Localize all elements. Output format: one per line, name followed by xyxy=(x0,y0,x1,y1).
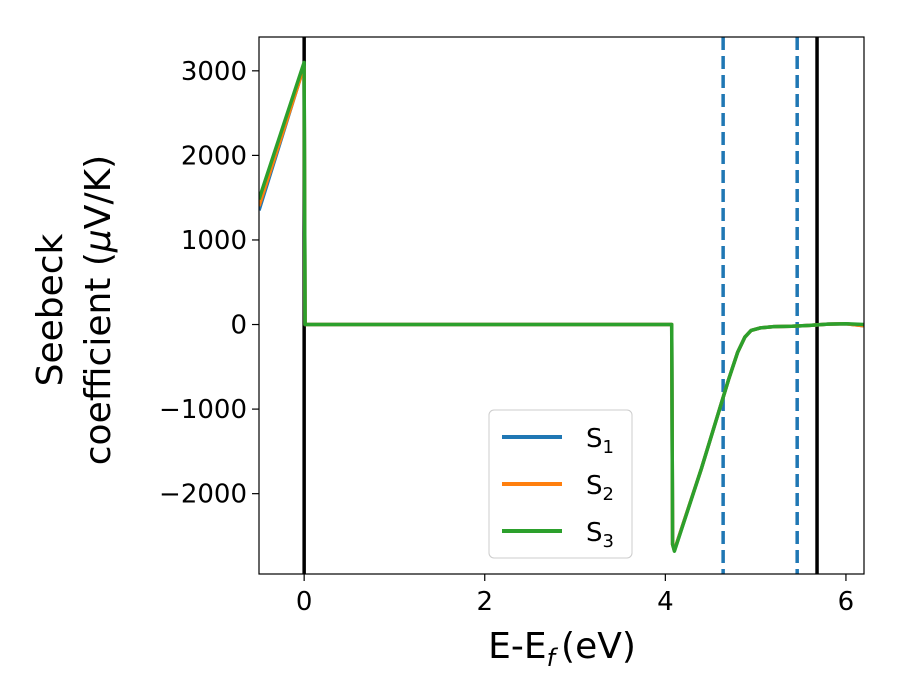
y-tick-label: 3000 xyxy=(181,57,247,87)
x-tick-label: 0 xyxy=(296,587,313,617)
plot-frame xyxy=(258,36,865,575)
legend-label-s3: S3 xyxy=(586,518,614,552)
legend-label-s2: S2 xyxy=(586,471,614,505)
y-tick-label: 0 xyxy=(230,311,247,341)
y-axis-ticks: 3000 2000 1000 0 −1000 −2000 xyxy=(159,57,259,510)
legend-label-s1: S1 xyxy=(586,424,614,458)
y-axis-label-line2: coefficient (μV/K) xyxy=(78,155,119,465)
x-tick-label: 6 xyxy=(838,587,855,617)
legend: S1 S2 S3 xyxy=(488,409,633,559)
x-tick-label: 4 xyxy=(657,587,674,617)
y-tick-label: 2000 xyxy=(181,141,247,171)
x-axis-ticks: 0 2 4 6 xyxy=(296,574,854,617)
series-lines xyxy=(259,60,864,553)
y-tick-label: 1000 xyxy=(181,226,247,256)
x-axis-label: E-Ef (eV) xyxy=(488,626,636,672)
x-tick-label: 2 xyxy=(476,587,493,617)
y-tick-label: −2000 xyxy=(159,480,247,510)
y-tick-label: −1000 xyxy=(159,395,247,425)
series-line-s3 xyxy=(259,60,864,553)
y-axis-label-line1: Seebeck xyxy=(30,233,71,386)
y-axis-label: Seebeck coefficient (μV/K) xyxy=(30,155,119,465)
